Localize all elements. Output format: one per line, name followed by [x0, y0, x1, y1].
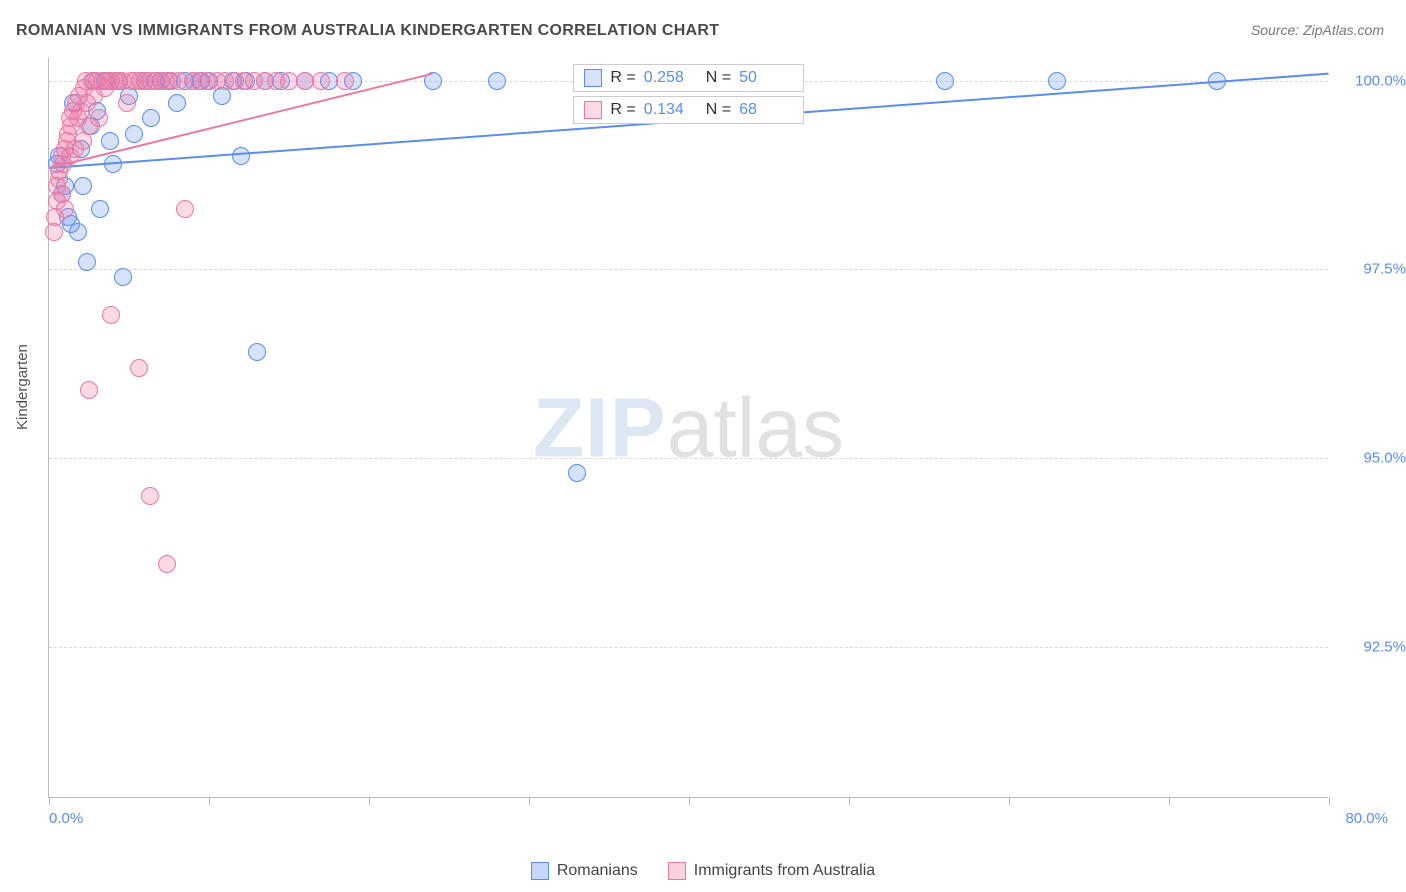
data-point — [158, 555, 176, 573]
y-axis-label: Kindergarten — [14, 344, 31, 430]
x-tick — [369, 797, 370, 805]
legend-item: Immigrants from Australia — [668, 862, 875, 880]
data-point — [125, 125, 143, 143]
data-point — [142, 109, 160, 127]
gridline — [49, 269, 1328, 270]
data-point — [90, 109, 108, 127]
data-point — [69, 223, 87, 241]
watermark-zip: ZIP — [533, 380, 667, 474]
stats-n-value: 68 — [739, 101, 793, 119]
data-point — [232, 147, 250, 165]
watermark-atlas: atlas — [667, 380, 844, 474]
stats-swatch — [584, 69, 602, 87]
data-point — [104, 155, 122, 173]
data-point — [248, 343, 266, 361]
x-tick — [689, 797, 690, 805]
stats-r-label: R = — [610, 101, 635, 119]
legend-item: Romanians — [531, 862, 638, 880]
legend-swatch — [668, 862, 686, 880]
x-tick — [529, 797, 530, 805]
legend-label: Romanians — [557, 862, 638, 880]
x-axis-label: 0.0% — [49, 810, 83, 827]
x-tick — [209, 797, 210, 805]
stats-n-value: 50 — [739, 69, 793, 87]
chart-container: ROMANIAN VS IMMIGRANTS FROM AUSTRALIA KI… — [0, 0, 1406, 892]
data-point — [336, 72, 354, 90]
data-point — [312, 72, 330, 90]
data-point — [114, 268, 132, 286]
y-tick-label: 92.5% — [1363, 638, 1406, 655]
chart-title: ROMANIAN VS IMMIGRANTS FROM AUSTRALIA KI… — [16, 22, 719, 40]
stats-r-label: R = — [610, 69, 635, 87]
data-point — [141, 487, 159, 505]
y-tick-label: 100.0% — [1355, 72, 1406, 89]
legend: Romanians Immigrants from Australia — [0, 862, 1406, 880]
data-point — [118, 94, 136, 112]
x-tick — [1329, 797, 1330, 805]
stats-r-value: 0.258 — [644, 69, 698, 87]
stats-n-label: N = — [706, 101, 731, 119]
source-attribution: Source: ZipAtlas.com — [1251, 22, 1384, 38]
data-point — [56, 200, 74, 218]
stats-swatch — [584, 101, 602, 119]
x-tick — [849, 797, 850, 805]
data-point — [936, 72, 954, 90]
watermark: ZIPatlas — [533, 379, 844, 476]
data-point — [1208, 72, 1226, 90]
x-tick — [1009, 797, 1010, 805]
y-tick-label: 97.5% — [1363, 261, 1406, 278]
data-point — [1048, 72, 1066, 90]
data-point — [74, 177, 92, 195]
x-tick — [1169, 797, 1170, 805]
x-tick — [49, 797, 50, 805]
stats-n-label: N = — [706, 69, 731, 87]
data-point — [168, 94, 186, 112]
stats-box: R = 0.134 N = 68 — [573, 96, 804, 124]
data-point — [488, 72, 506, 90]
data-point — [130, 359, 148, 377]
stats-box: R = 0.258 N = 50 — [573, 64, 804, 92]
stats-r-value: 0.134 — [644, 101, 698, 119]
data-point — [78, 253, 96, 271]
plot-area: ZIPatlas 92.5%95.0%97.5%100.0%0.0%80.0%R… — [48, 58, 1328, 798]
data-point — [102, 306, 120, 324]
gridline — [49, 458, 1328, 459]
gridline — [49, 647, 1328, 648]
data-point — [101, 132, 119, 150]
data-point — [568, 464, 586, 482]
data-point — [80, 381, 98, 399]
data-point — [91, 200, 109, 218]
y-tick-label: 95.0% — [1363, 450, 1406, 467]
legend-swatch — [531, 862, 549, 880]
data-point — [176, 200, 194, 218]
legend-label: Immigrants from Australia — [694, 862, 875, 880]
x-axis-label: 80.0% — [1345, 810, 1388, 827]
